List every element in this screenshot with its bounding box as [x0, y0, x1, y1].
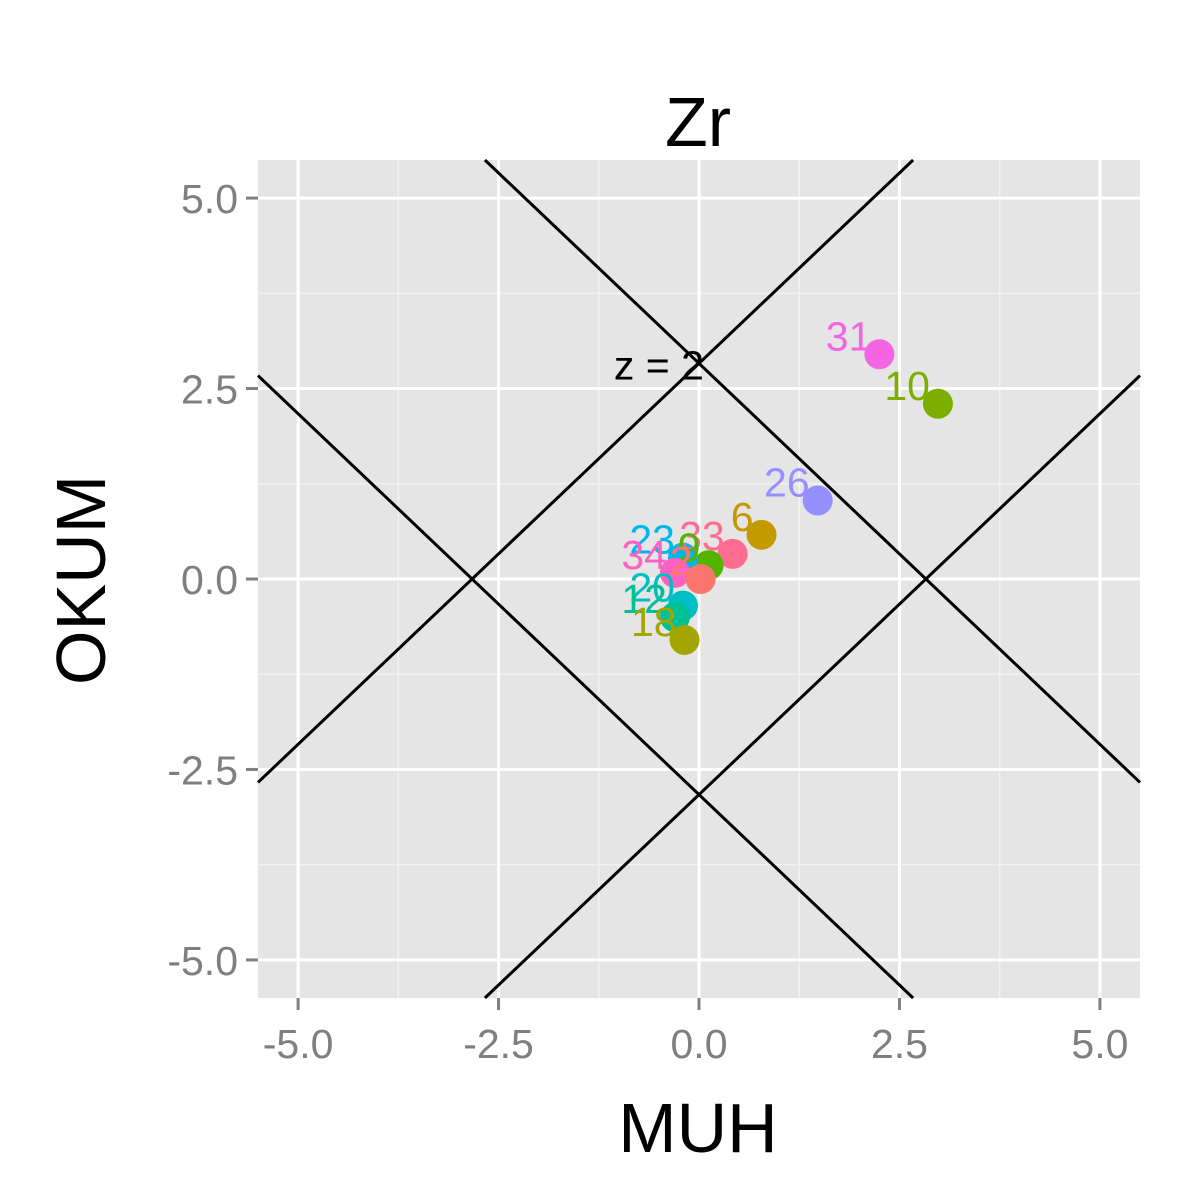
- point-6: [746, 519, 777, 550]
- point-label-31: 31: [826, 313, 872, 359]
- point-33: [717, 538, 748, 569]
- reference-line: [483, 158, 1142, 784]
- y-tick-label: 0.0: [181, 557, 238, 603]
- point-26: [802, 485, 833, 516]
- reference-line: [256, 374, 915, 1000]
- x-tick-label: 2.5: [871, 1021, 928, 1067]
- point-10: [922, 388, 953, 419]
- y-tick-label: -5.0: [167, 938, 238, 984]
- point-34: [659, 557, 690, 588]
- point-31: [864, 339, 895, 370]
- y-axis-ticks: 5.0 2.5 0.0 -2.5 -5.0: [167, 176, 258, 984]
- point-label-20: 20: [629, 565, 675, 611]
- x-tick-label: -2.5: [463, 1021, 534, 1067]
- data-points: [659, 339, 953, 655]
- y-tick-label: 5.0: [181, 176, 238, 222]
- point-label-34: 34: [621, 532, 667, 578]
- point-label-2: 2: [670, 538, 693, 584]
- x-axis-ticks: -5.0 -2.5 0.0 2.5 5.0: [263, 998, 1128, 1067]
- y-tick-label: 2.5: [181, 367, 238, 413]
- point-label-26: 26: [764, 460, 810, 506]
- point-label-23: 23: [629, 517, 675, 563]
- point-12: [659, 602, 690, 633]
- y-axis-title: OKUM: [42, 475, 120, 685]
- x-tick-label: 5.0: [1071, 1021, 1128, 1067]
- point-label-10: 10: [884, 363, 930, 409]
- point-label-9: 9: [678, 524, 701, 570]
- reference-line: [483, 374, 1142, 1000]
- reference-lines: [256, 158, 1142, 1000]
- z-annotation: z = 2: [614, 343, 704, 389]
- point-label-33: 33: [679, 513, 725, 559]
- point-2: [685, 564, 716, 594]
- x-axis-title: MUH: [618, 1089, 777, 1167]
- y-tick-label: -2.5: [167, 747, 238, 793]
- x-tick-label: 0.0: [671, 1021, 728, 1067]
- reference-line: [256, 158, 915, 784]
- chart-title: Zr: [665, 83, 731, 161]
- point-18: [669, 624, 700, 655]
- point-label-18: 18: [631, 599, 677, 645]
- x-tick-label: -5.0: [263, 1021, 334, 1067]
- point-label-6: 6: [731, 494, 754, 540]
- point-label-12: 12: [621, 576, 667, 622]
